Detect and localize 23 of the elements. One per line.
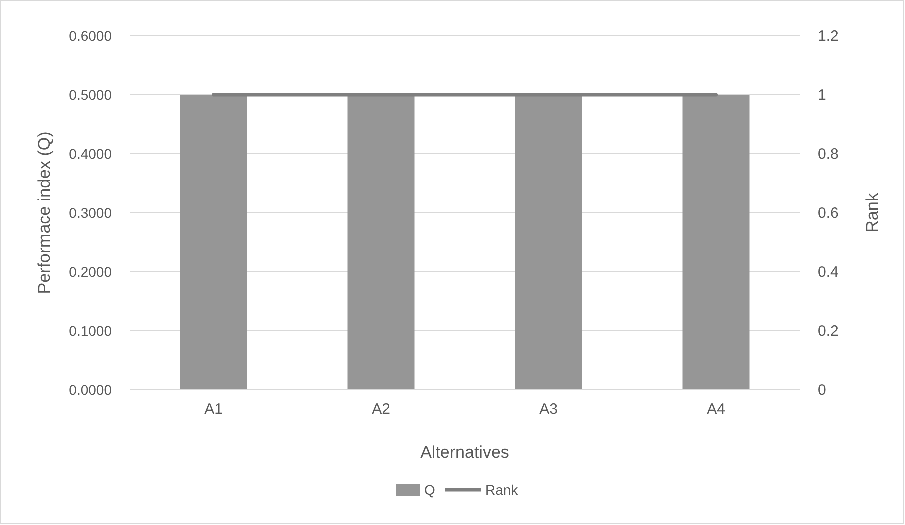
x-tick-label: A1 [204, 401, 223, 418]
y-tick-label: 0.4000 [69, 146, 112, 162]
y-tick-label: 0.1000 [69, 323, 112, 339]
legend-label: Q [424, 482, 436, 498]
y2-tick-label: 1 [818, 87, 826, 104]
x-tick-label: A3 [540, 401, 558, 418]
y-tick-label: 0.6000 [69, 28, 112, 44]
y2-tick-label: 0.4 [818, 264, 839, 281]
legend-label: Rank [486, 482, 520, 498]
x-tick-label: A4 [707, 401, 726, 418]
y2-tick-label: 0.8 [818, 146, 839, 163]
y2-tick-label: 0.2 [818, 323, 839, 340]
y-axis-title: Performace index (Q) [35, 132, 54, 294]
y2-tick-label: 0 [818, 382, 826, 399]
y2-tick-label: 1.2 [818, 28, 839, 45]
y-tick-label: 0.5000 [69, 87, 112, 103]
x-axis-title: Alternatives [420, 443, 510, 462]
x-tick-label: A2 [372, 401, 390, 418]
y-tick-label: 0.2000 [69, 264, 112, 280]
y-tick-label: 0.0000 [69, 382, 112, 398]
y2-axis-title: Rank [863, 192, 882, 233]
y2-tick-label: 0.6 [818, 205, 839, 222]
y-tick-label: 0.3000 [69, 205, 112, 221]
